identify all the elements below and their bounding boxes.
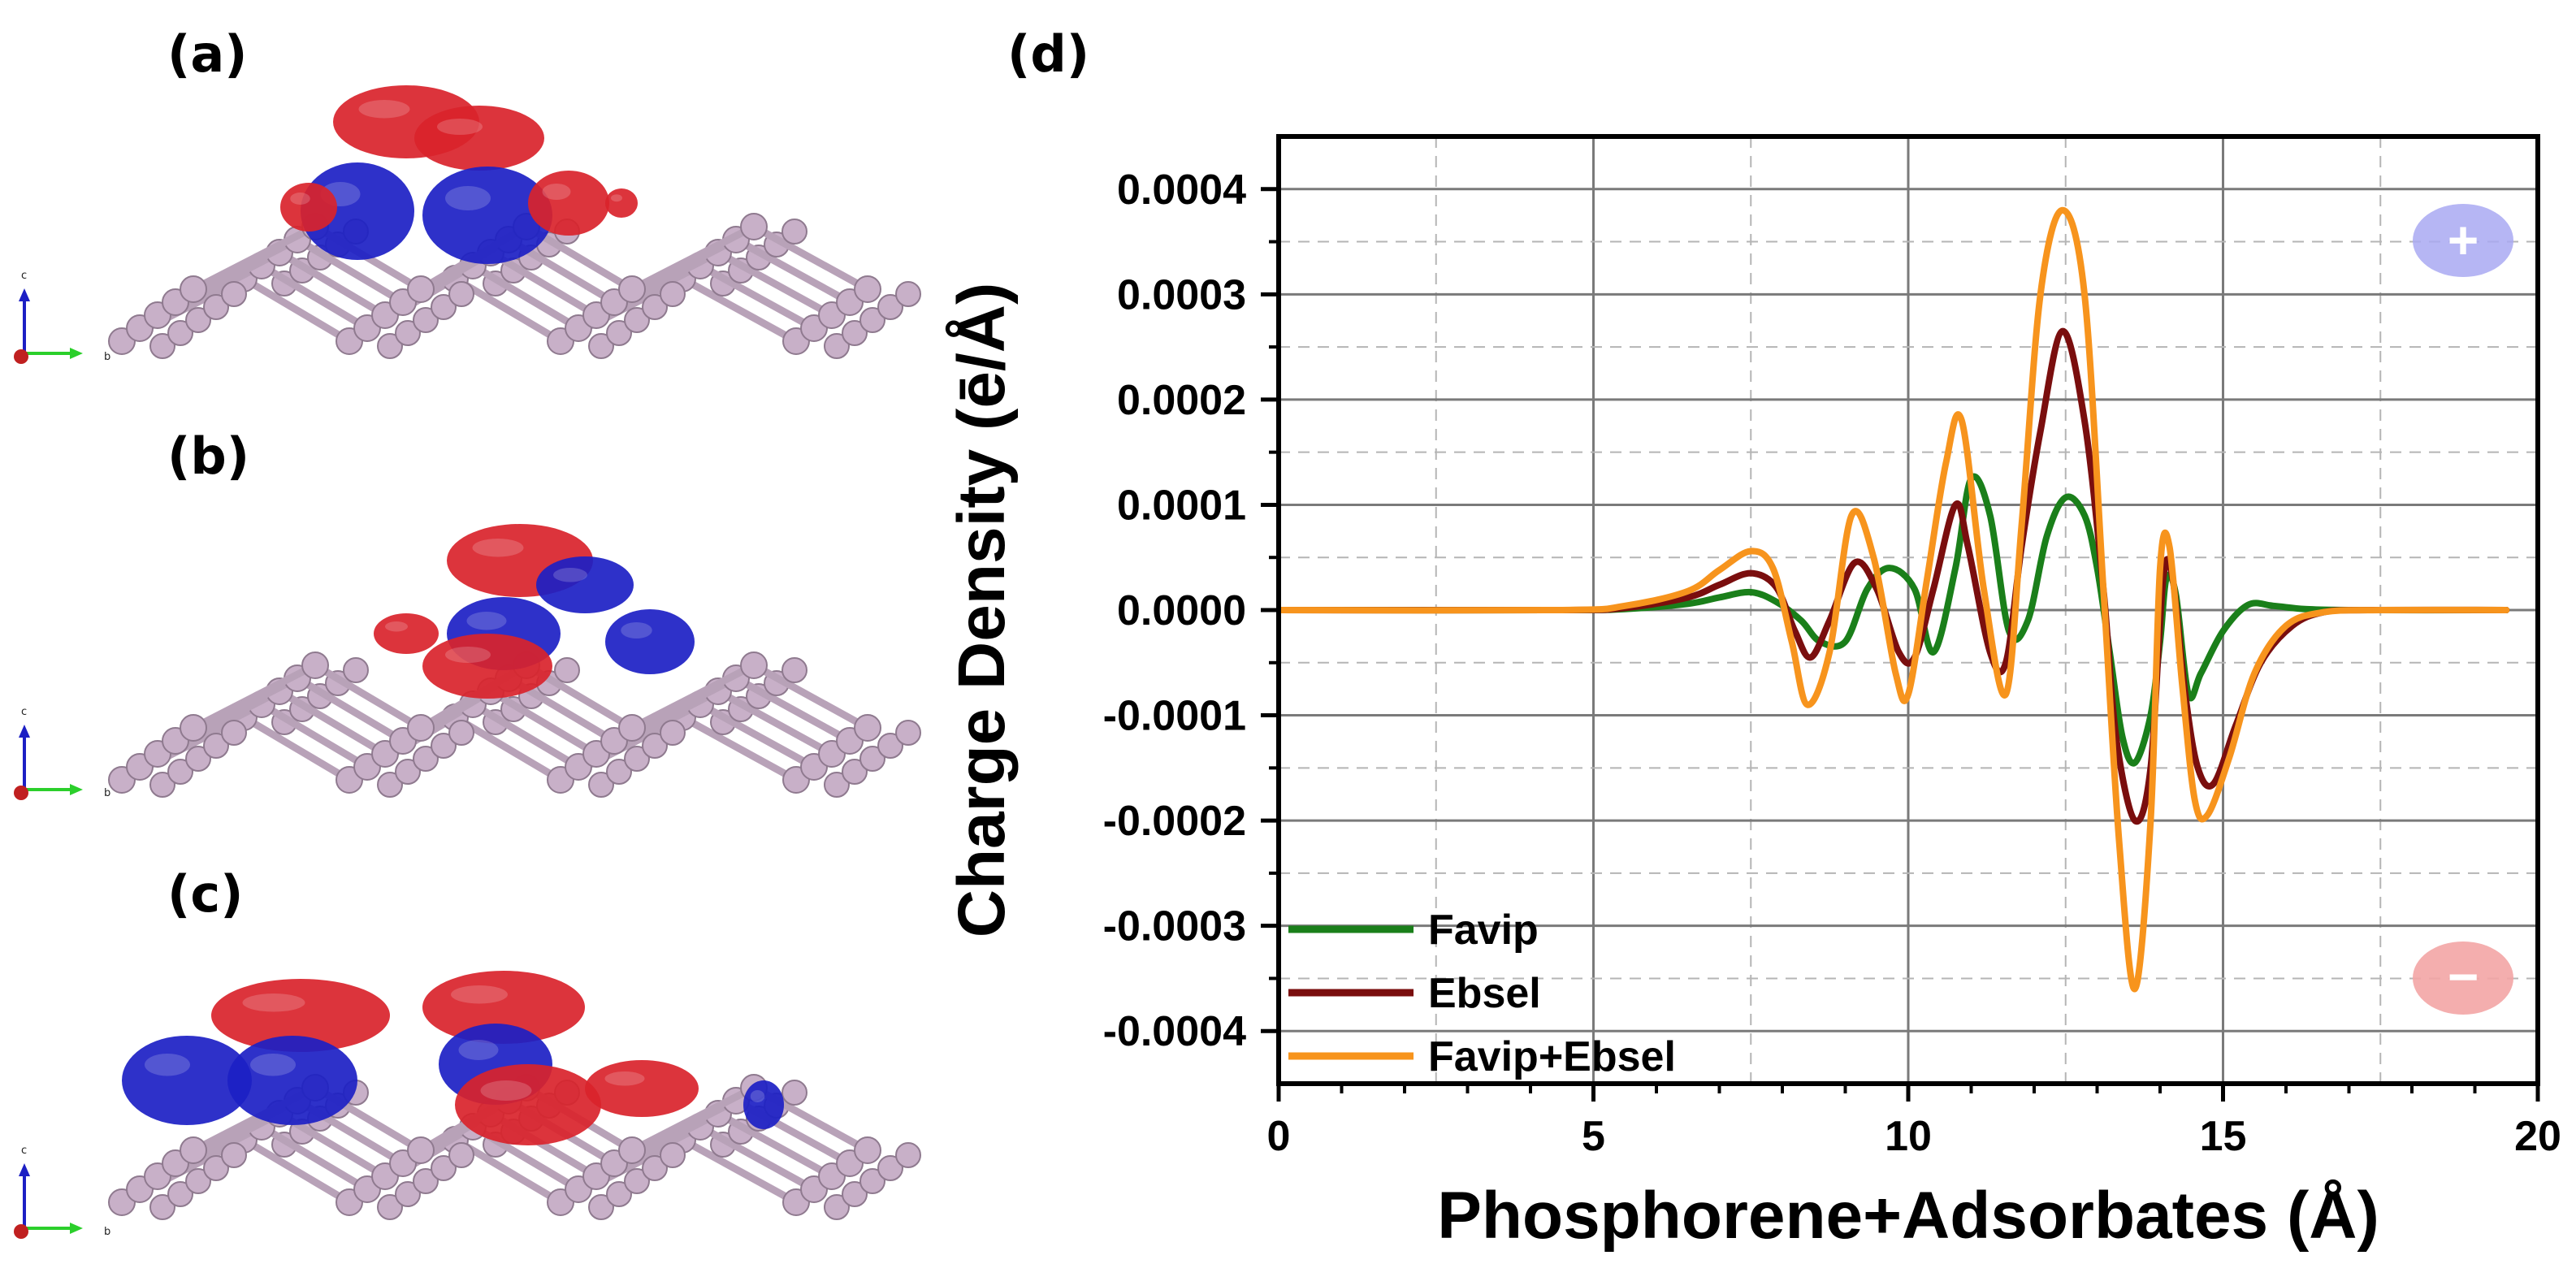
y-tick-label: -0.0003	[1103, 903, 1246, 950]
axis-letter-b: b	[104, 1226, 110, 1238]
axis-indicator-c: c b	[14, 1145, 110, 1239]
x-axis-title: Phosphorene+Adsorbates (Å)	[1437, 1179, 2379, 1253]
axis-letter-b: b	[104, 351, 110, 363]
y-tick-label: -0.0004	[1103, 1008, 1246, 1055]
y-tick-label: 0.0000	[1117, 587, 1246, 634]
negative-marker: −	[2413, 942, 2513, 1015]
y-tick-label: -0.0002	[1103, 798, 1246, 845]
y-tick-label: 0.0001	[1117, 482, 1246, 529]
structure-b-image	[108, 524, 921, 798]
positive-sign: +	[2448, 210, 2479, 270]
axis-letter-c: c	[21, 706, 27, 718]
chart-grid	[1279, 136, 2538, 1084]
axis-ticks	[1261, 187, 2540, 1102]
y-tick-label: 0.0004	[1117, 167, 1246, 214]
x-tick-label: 5	[1582, 1113, 1605, 1160]
x-tick-label: 0	[1267, 1113, 1291, 1160]
axis-indicator-b: c b	[14, 706, 110, 800]
axis-letter-c: c	[21, 270, 27, 282]
panel-label-c: (c)	[167, 864, 243, 924]
series-line-favip	[1275, 473, 2510, 767]
legend-label-favip-ebsel: Favip+Ebsel	[1428, 1033, 1676, 1080]
series-line-ebsel	[1275, 327, 2510, 825]
x-tick-labels: 0 5 10 15 20	[1267, 1113, 2561, 1160]
x-tick-label: 20	[2514, 1113, 2561, 1160]
y-tick-labels: 0.0004 0.0003 0.0002 0.0001 0.0000 -0.0001 -0.…	[1103, 167, 1246, 1055]
x-tick-label: 10	[1885, 1113, 1932, 1160]
positive-marker: +	[2413, 204, 2513, 277]
charge-density-chart: 0 5 10 15 20 0.0004 0.0003 0.0002 0.0001 0.0000 -…	[945, 134, 2561, 1253]
y-tick-label: 0.0003	[1117, 271, 1246, 318]
legend: Favip Ebsel Favip+Ebsel	[1288, 907, 1676, 1080]
panel-label-a: (a)	[167, 24, 248, 84]
negative-sign: −	[2448, 946, 2479, 1006]
x-tick-label: 15	[2200, 1113, 2247, 1160]
legend-label-ebsel: Ebsel	[1428, 970, 1541, 1017]
axis-indicator-a: c b	[14, 270, 110, 364]
structure-panels: (a) (b) (c) c b c b	[14, 24, 921, 1239]
structure-a-image	[108, 85, 921, 359]
axis-letter-c: c	[21, 1145, 27, 1157]
panel-label-d: (d)	[1007, 24, 1089, 84]
series-line-favip-ebsel	[1275, 206, 2510, 993]
y-axis-title: Charge Density (ē/Å)	[945, 283, 1019, 938]
panel-label-b: (b)	[167, 426, 249, 486]
structure-c-image	[108, 971, 921, 1220]
axis-letter-b: b	[104, 787, 110, 799]
y-tick-label: 0.0002	[1117, 377, 1246, 424]
legend-label-favip: Favip	[1428, 907, 1539, 954]
plot-lines	[1275, 206, 2510, 993]
y-tick-label: -0.0001	[1103, 693, 1246, 740]
